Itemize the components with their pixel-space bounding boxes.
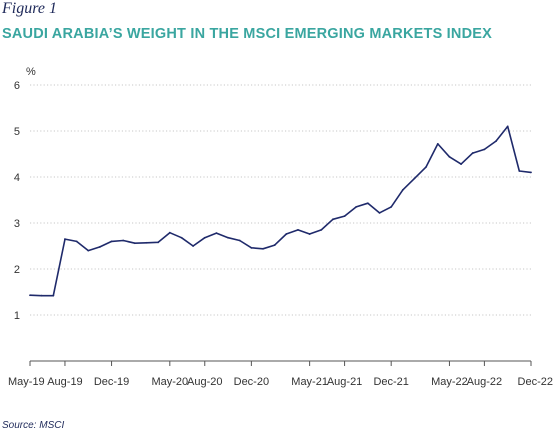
y-axis-ticks: 1 2 3 4 5 6 [14, 80, 20, 322]
data-point [250, 246, 253, 249]
data-point [52, 294, 55, 297]
data-point [157, 241, 160, 244]
data-point [168, 231, 171, 234]
data-point [366, 202, 369, 205]
data-point [262, 247, 264, 250]
data-point [308, 233, 311, 235]
data-point [530, 171, 532, 174]
data-point [401, 188, 404, 191]
data-point [110, 240, 113, 243]
source-note: Source: MSCI [2, 420, 65, 431]
data-point [390, 206, 393, 208]
data-point [343, 215, 346, 218]
data-point [413, 177, 416, 180]
data-point [145, 241, 148, 244]
data-point [518, 170, 521, 172]
data-point [425, 165, 428, 168]
data-point [133, 242, 136, 245]
x-tick-label: Aug-21 [327, 376, 362, 388]
figure-label: Figure 1 [2, 0, 57, 17]
data-point [506, 125, 509, 128]
data-point [122, 239, 125, 242]
data-point [355, 206, 358, 208]
data-point [75, 240, 78, 243]
x-tick-label: May-21 [291, 376, 328, 388]
data-point [238, 239, 241, 242]
x-tick-label: May-19 [8, 376, 45, 388]
x-tick-label: Aug-19 [47, 376, 82, 388]
data-point [495, 140, 497, 143]
data-point [192, 245, 195, 247]
data-point [180, 236, 183, 239]
x-tick-label: Dec-20 [234, 376, 269, 388]
y-tick-label: 1 [14, 310, 20, 322]
y-tick-label: 4 [14, 172, 20, 184]
y-tick-label: 3 [14, 218, 20, 230]
x-tick-label: Aug-22 [467, 376, 502, 388]
x-tick-label: Aug-20 [187, 376, 222, 388]
data-point [332, 218, 334, 221]
data-point [215, 232, 218, 235]
data-point [99, 246, 101, 248]
data-point [227, 236, 229, 239]
data-point [378, 211, 381, 214]
data-point [436, 142, 439, 145]
data-point [87, 249, 90, 252]
y-axis-unit-label: % [26, 66, 36, 78]
data-point [64, 238, 66, 241]
data-point [297, 229, 299, 231]
series-line [29, 125, 532, 297]
y-tick-label: 5 [14, 126, 20, 138]
data-point [460, 163, 462, 166]
x-tick-label: Dec-21 [373, 376, 408, 388]
x-tick-label: May-20 [151, 376, 188, 388]
data-point [203, 236, 206, 239]
y-tick-label: 2 [14, 264, 20, 276]
data-point [29, 294, 31, 297]
data-point [483, 148, 486, 151]
data-point [285, 233, 288, 235]
x-tick-label: Dec-22 [518, 376, 553, 388]
data-points [29, 125, 532, 297]
data-point [448, 155, 451, 158]
data-point [320, 229, 323, 231]
gridlines [30, 84, 531, 316]
data-point [40, 294, 43, 297]
x-tick-label: Dec-19 [94, 376, 129, 388]
chart-title: SAUDI ARABIA’S WEIGHT IN THE MSCI EMERGI… [2, 26, 492, 42]
y-tick-label: 6 [14, 80, 20, 92]
data-point [273, 244, 276, 246]
x-tick-label: May-22 [431, 376, 468, 388]
data-point [471, 152, 474, 154]
